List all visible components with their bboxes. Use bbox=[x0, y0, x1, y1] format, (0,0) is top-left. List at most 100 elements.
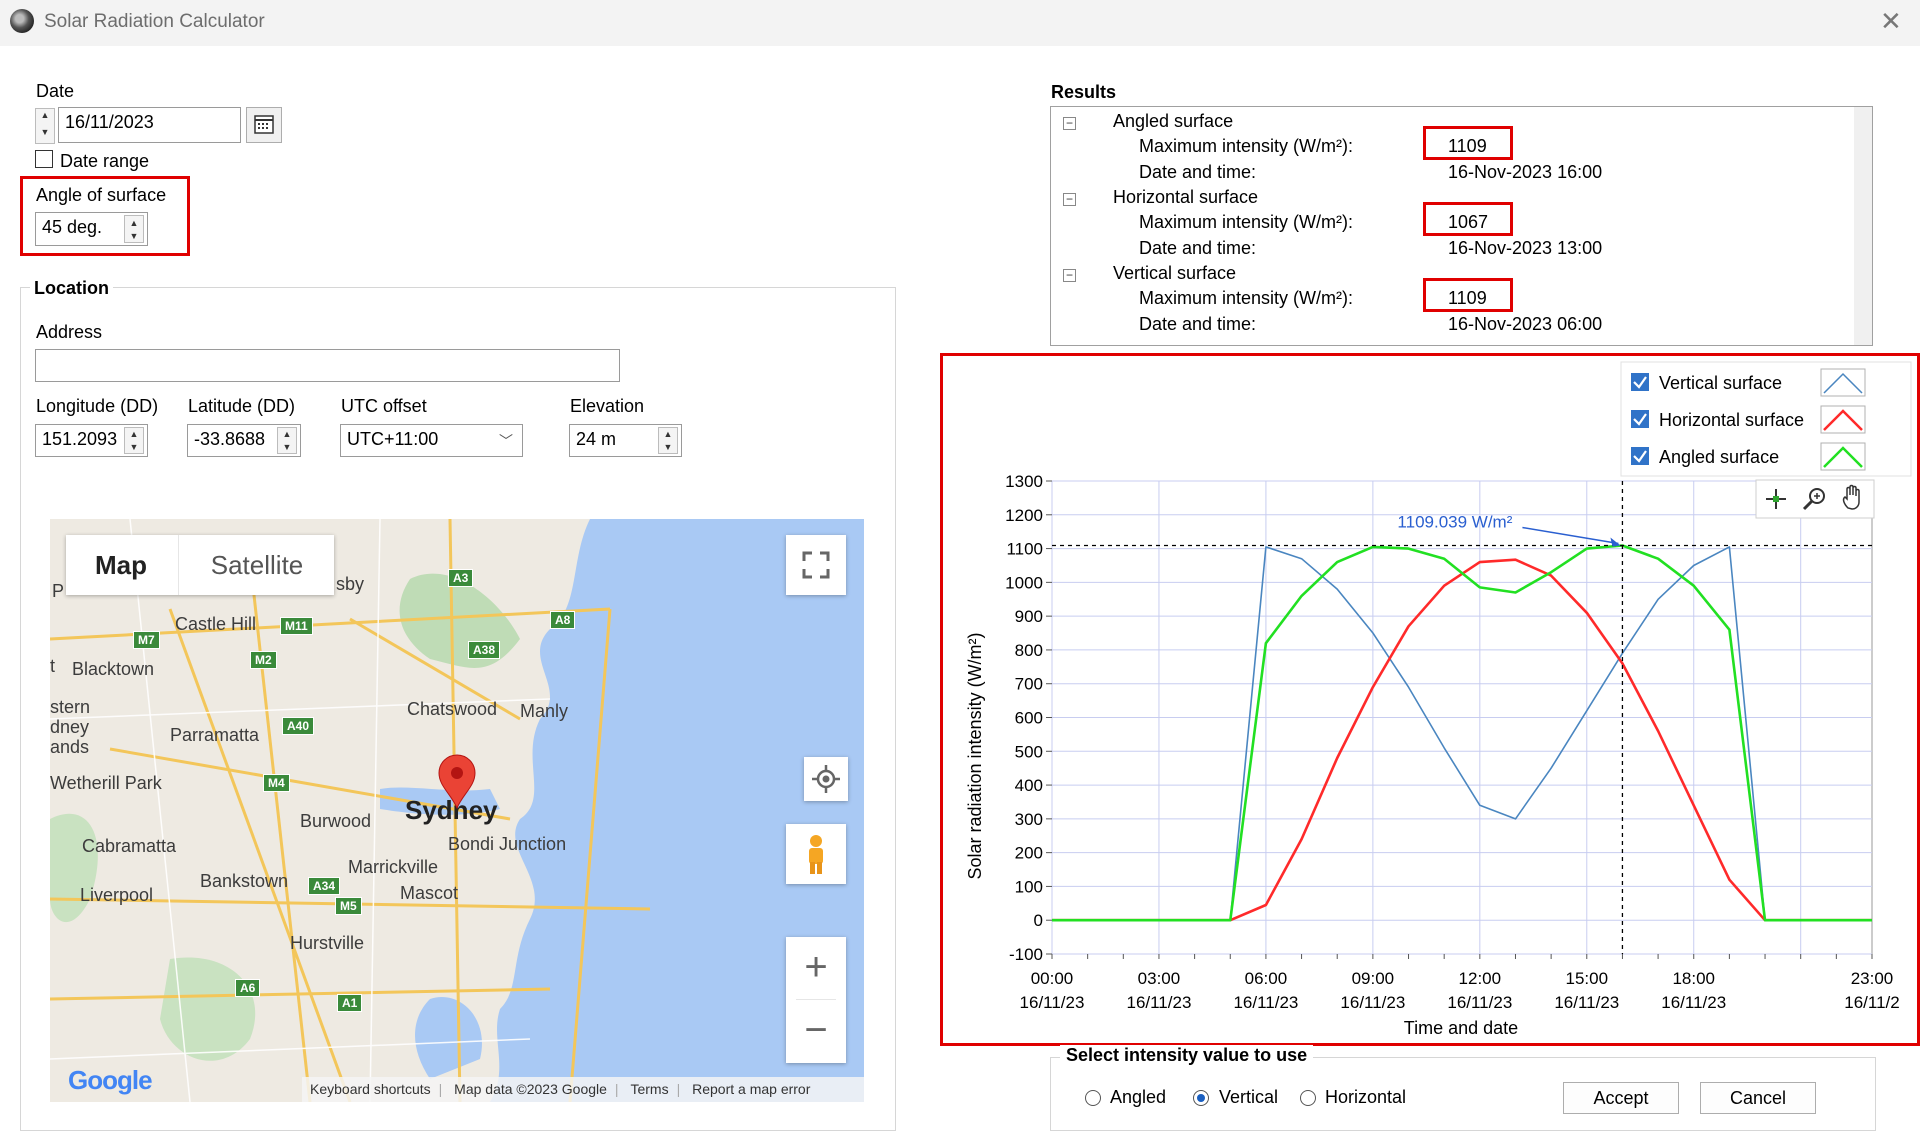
collapse-icon[interactable]: − bbox=[1063, 193, 1076, 206]
chevron-up-icon[interactable]: ▲ bbox=[663, 429, 673, 439]
chart-highlight bbox=[940, 353, 1920, 1046]
chart-grid bbox=[1051, 480, 1873, 955]
road-shield: A40 bbox=[282, 717, 315, 735]
radio-angled[interactable] bbox=[1085, 1090, 1101, 1106]
map-place-label: Mascot bbox=[400, 883, 459, 903]
cancel-button[interactable]: Cancel bbox=[1700, 1082, 1816, 1114]
longitude-spinner[interactable]: ▲ ▼ bbox=[124, 427, 144, 454]
chevron-down-icon[interactable]: ▼ bbox=[129, 231, 139, 241]
zoom-out-button[interactable]: − bbox=[804, 1008, 828, 1052]
chart-toolbar bbox=[1755, 479, 1875, 519]
legend-checkbox bbox=[1631, 447, 1649, 465]
chevron-up-icon[interactable]: ▲ bbox=[129, 429, 139, 439]
keyboard-shortcuts-link[interactable]: Keyboard shortcuts bbox=[310, 1081, 431, 1097]
date-input[interactable]: 16/11/2023 bbox=[58, 107, 241, 143]
address-label: Address bbox=[36, 322, 103, 342]
results-tree: − Angled surface Maximum intensity (W/m²… bbox=[1050, 106, 1873, 346]
legend-item[interactable]: Vertical surface bbox=[1631, 368, 1866, 397]
crosshair-tool-icon[interactable] bbox=[1766, 489, 1786, 509]
map-tab[interactable]: Map bbox=[95, 550, 147, 580]
fullscreen-button[interactable] bbox=[786, 535, 846, 595]
result-max-value: 1109 bbox=[1448, 136, 1487, 156]
y-tick-label: 900 bbox=[1015, 607, 1043, 626]
chevron-down-icon[interactable]: ▼ bbox=[129, 441, 139, 452]
results-scrollbar[interactable] bbox=[1854, 107, 1872, 345]
terms-link[interactable]: Terms bbox=[630, 1081, 669, 1097]
select-intensity-group bbox=[1050, 1057, 1876, 1131]
zoom-in-button[interactable]: + bbox=[804, 945, 828, 989]
map-place-label: t bbox=[50, 656, 56, 676]
annotation-label: 1109.039 W/m² bbox=[1397, 513, 1512, 532]
chart-axes: -100 0 100 200 300 400 500 600 700 800 900 1000 1100… bbox=[1005, 472, 1900, 1012]
result-max-value: 1067 bbox=[1448, 212, 1489, 232]
title-bar bbox=[0, 0, 1920, 46]
chevron-up-icon[interactable]: ▲ bbox=[129, 218, 139, 228]
utc-select[interactable]: UTC+11:00 bbox=[340, 424, 523, 457]
chart-series bbox=[1052, 544, 1872, 922]
chevron-down-icon[interactable]: ﹀ bbox=[499, 433, 513, 449]
y-tick-label: 700 bbox=[1015, 675, 1043, 694]
street-view-button[interactable] bbox=[786, 824, 846, 884]
chevron-down-icon[interactable]: ▼ bbox=[282, 441, 292, 452]
road-shield: A38 bbox=[468, 641, 501, 659]
result-dt-value: 16-Nov-2023 16:00 bbox=[1448, 162, 1603, 182]
chevron-down-icon[interactable]: ▼ bbox=[40, 127, 50, 137]
my-location-button[interactable] bbox=[804, 757, 848, 801]
series-line-vertical-surface bbox=[1052, 546, 1872, 921]
x-tick-date-label: 16/11/23 bbox=[1233, 993, 1298, 1012]
map-footer: Keyboard shortcuts | Map data ©2023 Googl… bbox=[302, 1077, 864, 1102]
angle-spinner[interactable]: ▲ ▼ bbox=[124, 215, 144, 243]
map-place-label: Marrickville bbox=[348, 857, 438, 877]
calendar-button[interactable] bbox=[246, 107, 282, 143]
y-tick-label: 1200 bbox=[1005, 506, 1043, 525]
legend-item[interactable]: Horizontal surface bbox=[1631, 405, 1866, 434]
collapse-icon[interactable]: − bbox=[1063, 117, 1076, 130]
x-tick-date-label: 16/11/2 bbox=[1844, 993, 1899, 1012]
collapse-icon[interactable]: − bbox=[1063, 269, 1076, 282]
map-place-label: Castle Hill bbox=[175, 614, 257, 634]
date-range-checkbox[interactable] bbox=[35, 150, 53, 168]
satellite-tab[interactable]: Satellite bbox=[178, 535, 335, 595]
max-value-highlight bbox=[1423, 278, 1513, 312]
max-value-highlight bbox=[1423, 126, 1513, 160]
x-tick-date-label: 16/11/23 bbox=[1340, 993, 1405, 1012]
map-view[interactable]: Castle Hill Blacktown Parramatta Chatswo… bbox=[50, 519, 864, 1102]
map-place-label: Bankstown bbox=[200, 871, 289, 891]
max-value-highlight bbox=[1423, 202, 1513, 236]
address-input[interactable] bbox=[35, 349, 620, 382]
chevron-up-icon[interactable]: ▲ bbox=[40, 110, 50, 120]
result-max-label: Maximum intensity (W/m²): bbox=[1139, 136, 1354, 156]
close-icon[interactable]: ✕ bbox=[1880, 6, 1902, 36]
result-dt-value: 16-Nov-2023 13:00 bbox=[1448, 238, 1603, 258]
road-shield: A1 bbox=[337, 994, 363, 1012]
map-type-control: Map Satellite bbox=[66, 535, 334, 595]
latitude-spinner[interactable]: ▲ ▼ bbox=[277, 427, 297, 454]
radio-vertical[interactable] bbox=[1193, 1090, 1209, 1106]
latitude-label: Latitude (DD) bbox=[188, 396, 296, 416]
date-spinner[interactable]: ▲ ▼ bbox=[35, 108, 55, 144]
check-icon bbox=[1633, 376, 1647, 389]
zoom-divider bbox=[796, 999, 836, 1000]
y-tick-label: 800 bbox=[1015, 641, 1043, 660]
result-section-name: Vertical surface bbox=[1113, 263, 1237, 283]
radio-horizontal[interactable] bbox=[1300, 1090, 1316, 1106]
map-place-label: ands bbox=[50, 737, 90, 757]
chevron-down-icon[interactable]: ▼ bbox=[663, 441, 673, 452]
x-tick-label: 18:00 bbox=[1672, 969, 1715, 988]
x-tick-date-label: 16/11/23 bbox=[1554, 993, 1619, 1012]
zoom-tool-icon[interactable] bbox=[1802, 488, 1825, 511]
map-pin-icon[interactable] bbox=[437, 754, 477, 810]
legend-swatch-line bbox=[1823, 372, 1863, 394]
intensity-chart[interactable]: 1109.039 W/m² -100 0 100 200 300 400 500 600 700… bbox=[943, 356, 1917, 1043]
pan-hand-icon[interactable] bbox=[1842, 484, 1860, 510]
accept-button[interactable]: Accept bbox=[1563, 1082, 1679, 1114]
date-label: Date bbox=[36, 81, 75, 101]
chevron-up-icon[interactable]: ▲ bbox=[282, 429, 292, 439]
report-error-link[interactable]: Report a map error bbox=[692, 1081, 811, 1097]
x-tick-date-label: 16/11/23 bbox=[1126, 993, 1191, 1012]
result-section-name: Angled surface bbox=[1113, 111, 1234, 131]
select-intensity-label: Select intensity value to use bbox=[1060, 1045, 1314, 1066]
legend-item[interactable]: Angled surface bbox=[1631, 442, 1866, 471]
x-tick-label: 23:00 bbox=[1851, 969, 1894, 988]
elevation-spinner[interactable]: ▲ ▼ bbox=[658, 427, 678, 454]
